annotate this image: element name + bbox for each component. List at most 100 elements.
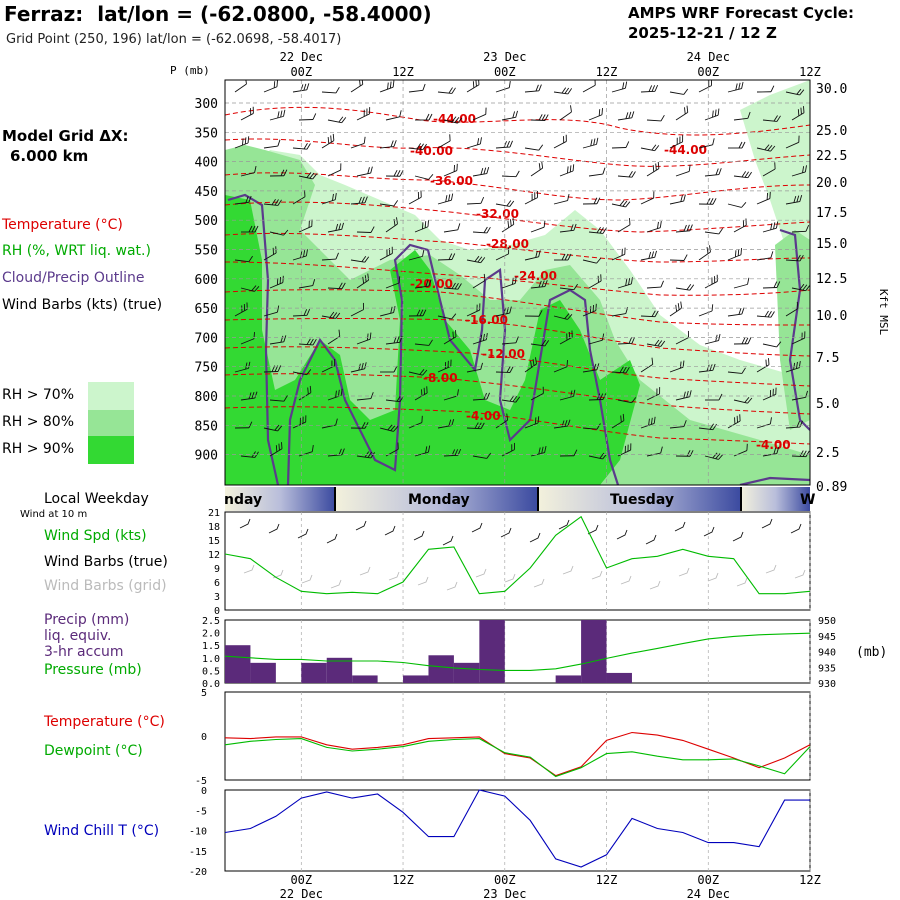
wind-barb	[675, 164, 691, 177]
wind-barb	[350, 362, 367, 373]
wind-barb-flag	[479, 137, 482, 144]
y-tick-label: 1.0	[202, 654, 220, 665]
wind-barb-staff	[472, 113, 486, 121]
dewpoint-series	[224, 738, 811, 778]
wind-barb-flag	[561, 87, 567, 94]
wind-barb-flag	[538, 163, 541, 170]
wind-barb-flag	[422, 369, 428, 376]
wind-barb-flag	[309, 385, 312, 393]
temp-label: -8.00	[423, 371, 458, 385]
cross-section-fill	[225, 80, 810, 485]
wind-barb	[408, 143, 427, 151]
wind-barb-staff	[669, 307, 682, 317]
wind-barb	[437, 134, 451, 149]
wind-barb-flag	[573, 389, 576, 397]
wind-barb-flag	[426, 386, 428, 394]
wind-barb	[414, 279, 432, 289]
wind-barb-flag	[248, 361, 251, 369]
wind-barb-flag	[428, 279, 432, 287]
wind-barb	[356, 166, 373, 177]
bottom-hour-label: 12Z	[392, 873, 414, 887]
wind-barb-flag	[422, 83, 426, 91]
wind-barb-field	[234, 80, 810, 460]
wind-barb-flag	[393, 425, 399, 432]
wind-barb-flag	[515, 396, 521, 403]
wind-barb-flag	[741, 337, 746, 345]
temp-contour-28	[225, 232, 810, 263]
wind-barb-flag	[712, 363, 716, 371]
wind-barb	[554, 253, 572, 261]
wind-barb-flag	[454, 117, 460, 123]
legend-cloud-outline: Cloud/Precip Outline	[2, 270, 145, 286]
wind-barb-flag	[541, 114, 546, 121]
wind-barb	[234, 421, 253, 429]
wind-barb-staff	[559, 111, 572, 121]
surface-wind-barb	[645, 534, 657, 545]
grid-wind-barb	[301, 574, 313, 584]
wind-barb	[646, 280, 664, 289]
wind-barb	[240, 106, 254, 121]
wind-barb-staff	[675, 171, 690, 177]
wind-barb-staff	[443, 287, 458, 290]
wind-barb-flag	[561, 253, 566, 261]
wind-barb	[640, 310, 659, 318]
wind-barb-flag	[425, 279, 429, 287]
surface-wind-barb	[529, 532, 541, 543]
bottom-hour-label: 12Z	[596, 873, 618, 887]
wind-barb	[263, 305, 280, 317]
wind-barb-staff	[611, 371, 626, 374]
wind-barb-flag	[804, 165, 807, 172]
wind-barb	[472, 452, 492, 459]
wind-barb-flag	[425, 446, 428, 454]
wind-barb-flag	[340, 163, 342, 171]
wind-barb-staff	[727, 254, 742, 261]
wind-barb-flag	[283, 395, 288, 402]
wind-barb-flag	[448, 253, 453, 260]
wind-barb-flag	[747, 337, 752, 344]
height-tick: 17.5	[816, 206, 847, 221]
wind-barb-flag	[564, 419, 568, 427]
wind-barb-flag	[416, 143, 422, 150]
wind-barb-flag	[543, 220, 546, 228]
wind-barb-flag	[341, 117, 347, 123]
wind-barb-staff	[530, 393, 544, 401]
wind-barb-flag	[457, 448, 462, 456]
wind-barb-staff	[292, 314, 308, 317]
wind-barb-staff	[466, 309, 480, 317]
wind-barb	[727, 367, 746, 374]
wind-barb-staff	[292, 371, 307, 376]
wind-barb-flag	[341, 282, 346, 289]
wind-barb-flag	[770, 145, 776, 152]
temp-panel-frame	[224, 691, 811, 781]
wind-barb-flag	[631, 111, 635, 118]
wind-barb-flag	[241, 305, 243, 313]
wind-barb-flag	[451, 87, 456, 94]
wind-barb-flag	[602, 333, 605, 341]
wind-barb-flag	[445, 195, 448, 202]
wind-barb-staff	[356, 398, 371, 401]
wind-barb	[617, 111, 635, 121]
rh90-swatch	[88, 436, 134, 464]
wind-barb	[414, 173, 434, 180]
wind-barb	[524, 144, 544, 151]
height-tick: 30.0	[816, 82, 847, 97]
y-tick-label: 3	[214, 592, 220, 603]
wind-speed-series	[224, 515, 811, 595]
wind-barb-flag	[773, 281, 778, 288]
wind-barb-flag	[653, 191, 655, 199]
wind-barb-flag	[454, 449, 459, 456]
wind-barb-staff	[298, 225, 312, 233]
forecast-cycle-time: 2025-12-21 / 12 Z	[628, 24, 777, 42]
wind-barb-flag	[280, 110, 283, 118]
wind-barb-staff	[675, 230, 690, 233]
wind-barb	[530, 114, 549, 121]
wind-barb	[414, 445, 431, 457]
wind-barb-flag	[738, 82, 741, 90]
wind-barb-flag	[451, 253, 456, 260]
wind-barb-staff	[791, 337, 805, 345]
wind-barb-flag	[509, 306, 512, 314]
wind-barb-flag	[680, 195, 683, 202]
wind-barb-staff	[553, 91, 568, 95]
wind-barb	[611, 81, 628, 93]
wind-barb	[733, 111, 751, 121]
